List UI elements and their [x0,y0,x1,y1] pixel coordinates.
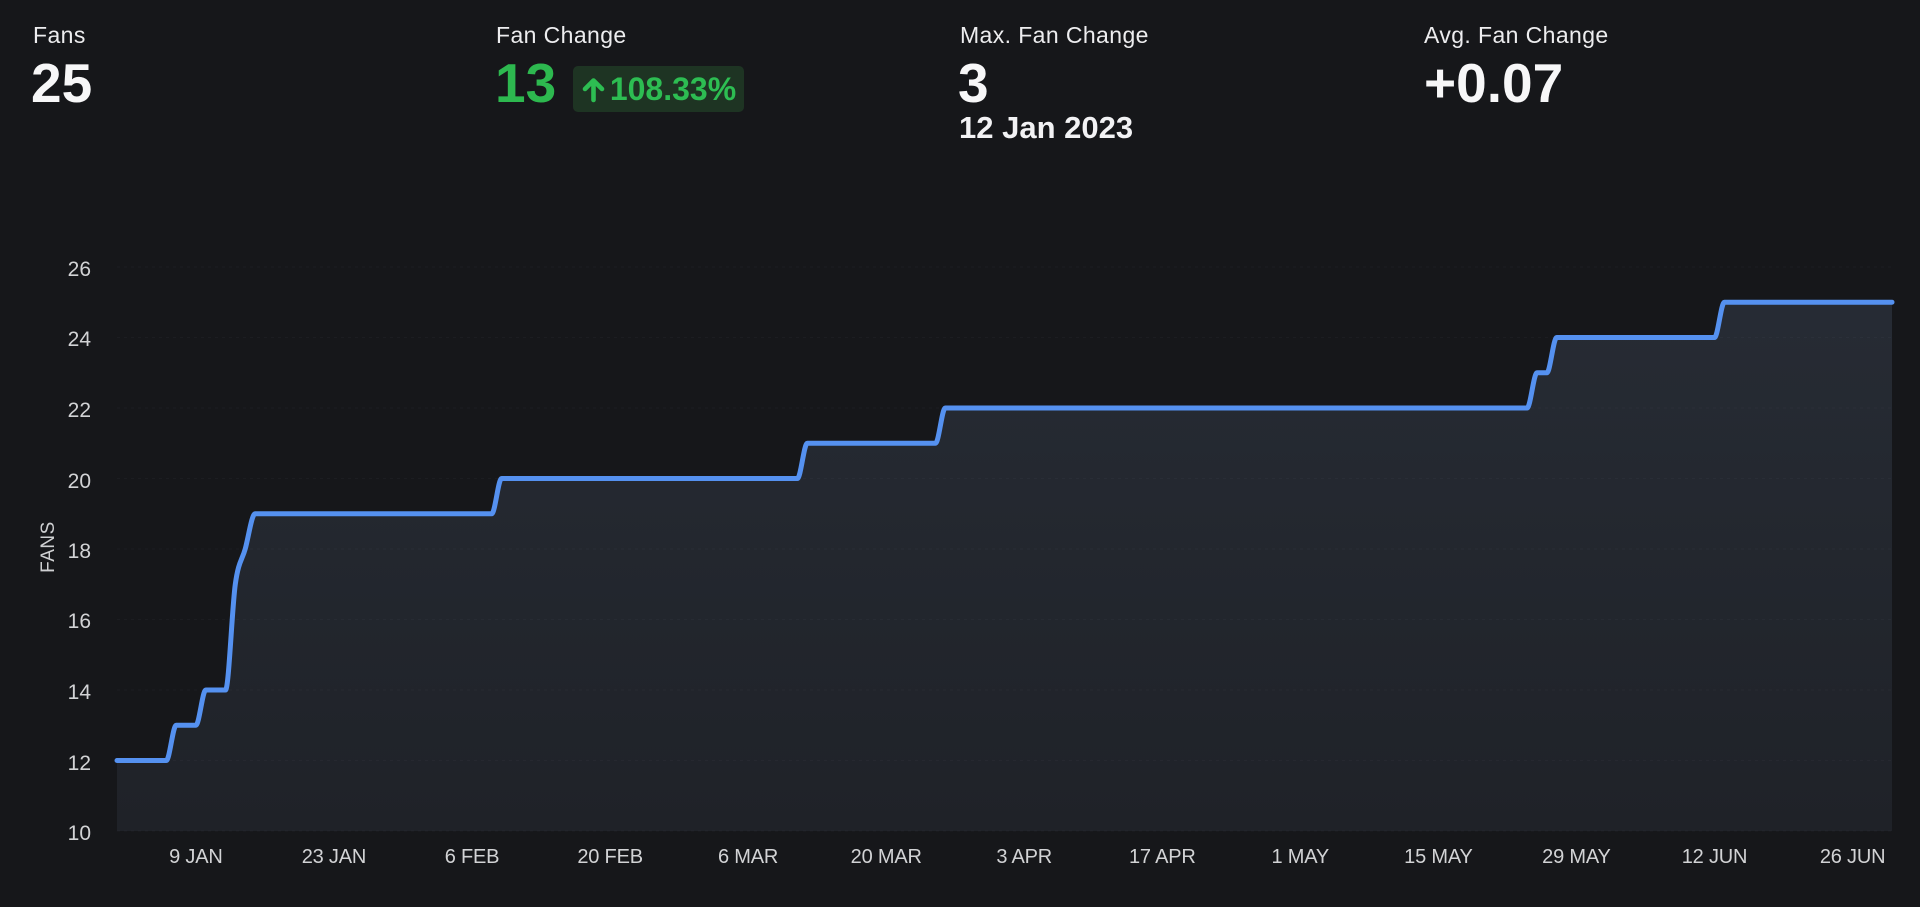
svg-text:FANS: FANS [38,521,59,573]
svg-text:9 JAN: 9 JAN [169,846,222,868]
svg-text:6 FEB: 6 FEB [445,846,500,868]
svg-text:14: 14 [68,681,92,704]
svg-text:3 APR: 3 APR [996,846,1052,868]
svg-text:15 MAY: 15 MAY [1404,846,1472,868]
svg-text:6 MAR: 6 MAR [718,846,778,868]
svg-text:12: 12 [68,752,91,775]
svg-text:20 FEB: 20 FEB [577,846,643,868]
svg-text:1 MAY: 1 MAY [1272,846,1330,868]
svg-text:22: 22 [68,399,91,422]
svg-text:20 MAR: 20 MAR [851,846,922,868]
svg-text:20: 20 [68,470,91,493]
svg-text:29 MAY: 29 MAY [1542,846,1610,868]
svg-text:26 JUN: 26 JUN [1820,846,1886,868]
svg-text:12 JUN: 12 JUN [1682,846,1748,868]
svg-text:16: 16 [68,610,91,633]
svg-text:24: 24 [68,328,92,351]
svg-text:26: 26 [68,258,91,281]
svg-text:17 APR: 17 APR [1129,846,1196,868]
svg-text:10: 10 [68,822,91,845]
svg-text:18: 18 [68,540,91,563]
svg-text:23 JAN: 23 JAN [302,846,366,868]
